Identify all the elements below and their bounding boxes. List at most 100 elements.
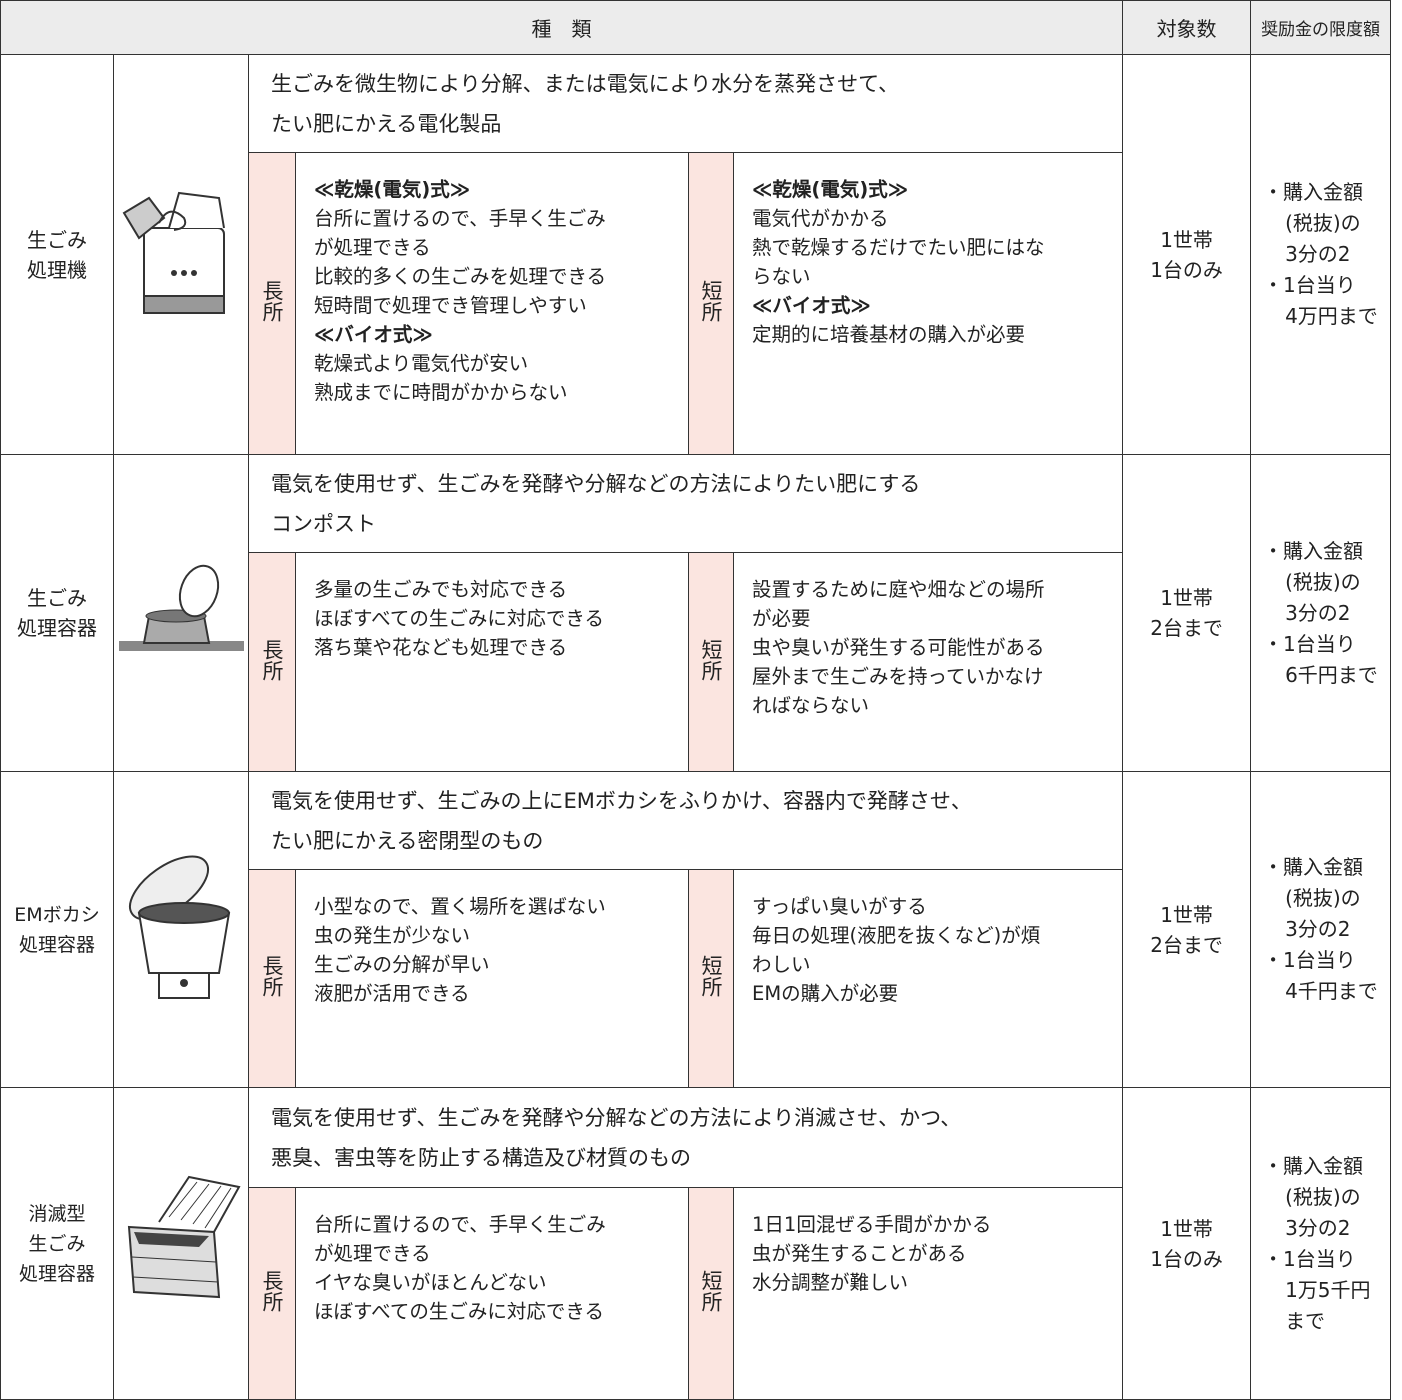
pros-line: 短時間で処理でき管理しやすい xyxy=(314,294,587,317)
cons-line: すっぱい臭いがする xyxy=(752,895,927,918)
pros-line: ほぼすべての生ごみに対応できる xyxy=(314,1300,604,1323)
limit-line: 4万円まで xyxy=(1285,304,1378,328)
pros-label-text: 長所 xyxy=(260,280,284,322)
cons-line: 設置するために庭や畑などの場所 xyxy=(752,578,1045,601)
description-line: 電気を使用せず、生ごみの上にEMボカシをふりかけ、容器内で発酵させ、 xyxy=(271,788,972,813)
cons-line: 定期的に培養基材の購入が必要 xyxy=(752,323,1026,346)
pros-line: 小型なので、置く場所を選ばない xyxy=(314,895,606,918)
name-line: 生ごみ xyxy=(27,586,87,610)
pros-label-text: 長所 xyxy=(260,638,284,681)
cons-line: 熱で乾燥するだけでたい肥にはな xyxy=(752,236,1045,259)
limit: ・購入金額 (税抜)の 3分の2 ・1台当り 1万5千円 まで xyxy=(1250,1087,1392,1400)
limit: ・購入金額 (税抜)の 3分の2 ・1台当り 4千円まで xyxy=(1250,771,1392,1088)
cons-line: 屋外まで生ごみを持っていかなけ xyxy=(752,665,1044,688)
cons-label: 短所 xyxy=(688,152,734,455)
type-name: 生ごみ 処理容器 xyxy=(0,454,114,772)
cons-label-text: 短所 xyxy=(699,638,723,681)
row-top: 生ごみ処理機 生ごみを微生物により分解、または電気により水分を蒸発させて、 たい肥… xyxy=(0,54,1392,455)
count-line: 1世帯 xyxy=(1160,902,1213,927)
cons-list: すっぱい臭いがする毎日の処理(液肥を抜くなど)が煩 わしい EMの購入が必要 xyxy=(732,869,1124,1088)
description-line: たい肥にかえる電化製品 xyxy=(271,111,502,136)
row-top: 生ごみ 処理容器 電気を使用せず、生ごみを発酵や分解などの方法によりたい肥にするコ… xyxy=(0,454,1392,772)
count: 1世帯 2台まで xyxy=(1122,771,1252,1088)
cons-line: 電気代がかかる xyxy=(752,207,889,230)
count-line: 1台のみ xyxy=(1150,1246,1223,1271)
pros-label: 長所 xyxy=(248,869,296,1088)
pros-line: 多量の生ごみでも対応できる xyxy=(314,578,568,601)
cons-line: 1日1回混ぜる手間がかかる xyxy=(752,1213,992,1236)
pros-label: 長所 xyxy=(248,152,296,455)
pros-line: 比較的多くの生ごみを処理できる xyxy=(314,265,607,288)
count: 1世帯 1台のみ xyxy=(1122,54,1252,455)
name-line: 処理容器 xyxy=(18,933,95,956)
description-line: たい肥にかえる密閉型のもの xyxy=(271,828,544,853)
limit-line: (税抜)の xyxy=(1285,886,1361,910)
description: 生ごみを微生物により分解、または電気により水分を蒸発させて、 たい肥にかえる電化製… xyxy=(247,54,1124,153)
limit-line: 1万5千円 xyxy=(1285,1277,1371,1302)
count-line: 1世帯 xyxy=(1160,227,1213,252)
em-container-illustration xyxy=(128,855,230,999)
cons-line: 虫が発生することがある xyxy=(752,1242,967,1265)
limit: ・購入金額 (税抜)の 3分の2 ・1台当り 4万円まで xyxy=(1250,54,1392,455)
pros-list: ≪乾燥(電気)式≫ 台所に置けるので、手早く生ごみ が処理できる 比較的多くの生ごみを… xyxy=(295,152,689,455)
image-cell xyxy=(113,54,249,455)
count-line: 2台まで xyxy=(1150,616,1223,640)
limit-line: ・購入金額 xyxy=(1263,180,1364,204)
type-name: 消滅型 生ごみ 処理容器 xyxy=(0,1087,114,1400)
limit-line: ・購入金額 xyxy=(1263,855,1364,879)
cons-line: 毎日の処理(液肥を抜くなど)が煩 xyxy=(752,924,1041,947)
description-line: コンポスト xyxy=(271,511,376,536)
cons-heading: ≪バイオ式≫ xyxy=(752,294,871,317)
cons-label-text: 短所 xyxy=(699,1270,723,1312)
name-line: 処理機 xyxy=(27,257,87,282)
pros-heading: ≪乾燥(電気)式≫ xyxy=(314,178,471,201)
limit-line: まで xyxy=(1285,1308,1326,1333)
name-line: 生ごみ xyxy=(28,1232,86,1255)
limit-line: (税抜)の xyxy=(1285,569,1361,594)
cons-list: ≪乾燥(電気)式≫ 電気代がかかる熱で乾燥するだけでたい肥にはな らない ≪バイオ式≫… xyxy=(732,152,1124,455)
limit-line: ・1台当り xyxy=(1263,1246,1356,1271)
header-row: 種 類 対象数 奨励金の限度額 xyxy=(0,0,1392,55)
limit-line: 3分の2 xyxy=(1285,242,1351,266)
pros-line: イヤな臭いがほとんどない xyxy=(314,1271,547,1294)
count-line: 1世帯 xyxy=(1160,586,1213,610)
row-bottom: 長所 ≪乾燥(電気)式≫ 台所に置けるので、手早く生ごみ が処理できる 比較的多くの生ご… xyxy=(1,152,1391,455)
limit-line: ・購入金額 xyxy=(1263,538,1364,563)
name-line: EMボカシ xyxy=(14,903,100,926)
cons-line: らない xyxy=(752,265,811,288)
cons-label: 短所 xyxy=(688,869,734,1088)
pros-label: 長所 xyxy=(248,1187,296,1400)
compost-illustration xyxy=(118,564,244,651)
cons-line: 水分調整が難しい xyxy=(752,1271,909,1294)
description-line: 悪臭、害虫等を防止する構造及び材質のもの xyxy=(271,1145,691,1170)
count-line: 1世帯 xyxy=(1160,1216,1213,1241)
count: 1世帯 2台まで xyxy=(1122,454,1252,772)
pros-line: 虫の発生が少ない xyxy=(314,924,471,947)
cons-label-text: 短所 xyxy=(699,955,723,997)
pros-line: 台所に置けるので、手早く生ごみ xyxy=(314,1213,606,1236)
limit-line: 4千円まで xyxy=(1285,979,1378,1003)
name-line: 生ごみ xyxy=(27,227,87,252)
row-top: 消滅型 生ごみ 処理容器 電気を使用せず、生ごみを発酵や分解などの方法により消滅させ… xyxy=(0,1087,1392,1400)
image-cell xyxy=(113,454,249,772)
count-line: 2台まで xyxy=(1150,932,1223,957)
limit-line: ・購入金額 xyxy=(1263,1153,1364,1178)
cons-line: が必要 xyxy=(752,607,811,630)
cons-heading: ≪乾燥(電気)式≫ xyxy=(752,178,909,201)
name-line: 処理容器 xyxy=(17,616,97,640)
row-bottom: 長所 多量の生ごみでも対応できる ほぼすべての生ごみに対応できる 落ち葉や花なども処理… xyxy=(1,552,1391,772)
cons-list: 設置するために庭や畑などの場所 が必要 虫や臭いが発生する可能性がある 屋外まで生ごみ… xyxy=(732,552,1124,772)
pros-heading: ≪バイオ式≫ xyxy=(314,323,433,346)
limit-line: (税抜)の xyxy=(1285,1184,1361,1209)
cons-label-text: 短所 xyxy=(699,280,723,322)
pros-line: 熟成までに時間がかからない xyxy=(314,381,568,404)
limit-line: 3分の2 xyxy=(1285,917,1351,941)
cons-list: 1日1回混ぜる手間がかかる 虫が発生することがある 水分調整が難しい xyxy=(732,1187,1124,1400)
pros-line: ほぼすべての生ごみに対応できる xyxy=(314,607,604,630)
cons-line: わしい xyxy=(752,953,811,976)
pros-line: 乾燥式より電気代が安い xyxy=(314,352,529,375)
pros-label: 長所 xyxy=(248,552,296,772)
row-bottom: 長所 台所に置けるので、手早く生ごみ が処理できる イヤな臭いがほとんどない ほぼすべて… xyxy=(1,1187,1391,1400)
cons-line: EMの購入が必要 xyxy=(752,982,899,1005)
